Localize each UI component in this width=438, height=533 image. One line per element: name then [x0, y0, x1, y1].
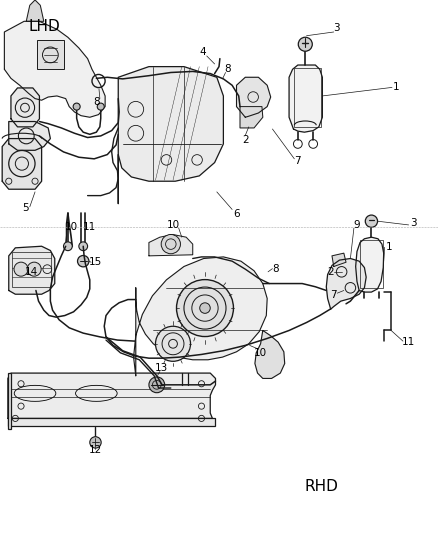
- Polygon shape: [134, 257, 267, 376]
- Text: 14: 14: [25, 267, 38, 277]
- Polygon shape: [237, 77, 271, 117]
- Circle shape: [78, 255, 89, 267]
- Polygon shape: [9, 122, 50, 150]
- Circle shape: [200, 303, 210, 313]
- Text: 7: 7: [294, 156, 301, 166]
- Text: 3: 3: [333, 23, 340, 33]
- Polygon shape: [255, 330, 285, 378]
- Text: 4: 4: [199, 47, 206, 57]
- Polygon shape: [9, 246, 55, 294]
- Circle shape: [97, 103, 104, 110]
- Circle shape: [27, 262, 41, 276]
- Text: 11: 11: [83, 222, 96, 231]
- Text: 1: 1: [385, 243, 392, 252]
- Circle shape: [14, 262, 28, 276]
- Polygon shape: [289, 65, 322, 132]
- Text: 8: 8: [224, 64, 231, 74]
- Circle shape: [155, 326, 191, 361]
- Polygon shape: [2, 139, 42, 189]
- Polygon shape: [8, 373, 215, 418]
- Circle shape: [73, 103, 80, 110]
- Text: 2: 2: [327, 267, 334, 277]
- Text: LHD: LHD: [28, 19, 60, 34]
- Circle shape: [161, 235, 180, 254]
- Text: 8: 8: [93, 98, 100, 107]
- Text: 8: 8: [272, 264, 279, 273]
- Bar: [360, 240, 383, 288]
- Bar: [12, 252, 51, 287]
- Circle shape: [64, 242, 72, 251]
- Circle shape: [90, 437, 101, 448]
- Polygon shape: [149, 235, 193, 256]
- Circle shape: [365, 215, 378, 228]
- Text: 5: 5: [22, 204, 29, 213]
- Circle shape: [79, 242, 88, 251]
- Text: 15: 15: [89, 257, 102, 267]
- Text: 7: 7: [330, 290, 337, 300]
- Text: 2: 2: [242, 135, 249, 144]
- Text: 12: 12: [89, 446, 102, 455]
- Text: 10: 10: [254, 348, 267, 358]
- Polygon shape: [11, 88, 39, 127]
- Text: 10: 10: [167, 220, 180, 230]
- Circle shape: [149, 377, 165, 393]
- Polygon shape: [26, 0, 44, 21]
- Text: 11: 11: [402, 337, 415, 347]
- Text: RHD: RHD: [304, 479, 338, 494]
- Polygon shape: [240, 107, 263, 128]
- Polygon shape: [4, 21, 105, 117]
- Text: 3: 3: [410, 218, 417, 228]
- Text: 9: 9: [353, 220, 360, 230]
- Text: 10: 10: [64, 222, 78, 231]
- Text: 13: 13: [155, 363, 168, 373]
- Polygon shape: [118, 67, 223, 204]
- Bar: [8, 418, 215, 426]
- Bar: [8, 373, 11, 429]
- Bar: [294, 68, 321, 127]
- Bar: [37, 40, 64, 69]
- Text: 1: 1: [393, 83, 400, 92]
- Polygon shape: [332, 253, 346, 266]
- Polygon shape: [326, 259, 366, 309]
- Circle shape: [298, 37, 312, 51]
- Circle shape: [177, 280, 233, 336]
- Polygon shape: [356, 237, 384, 292]
- Text: 6: 6: [233, 209, 240, 219]
